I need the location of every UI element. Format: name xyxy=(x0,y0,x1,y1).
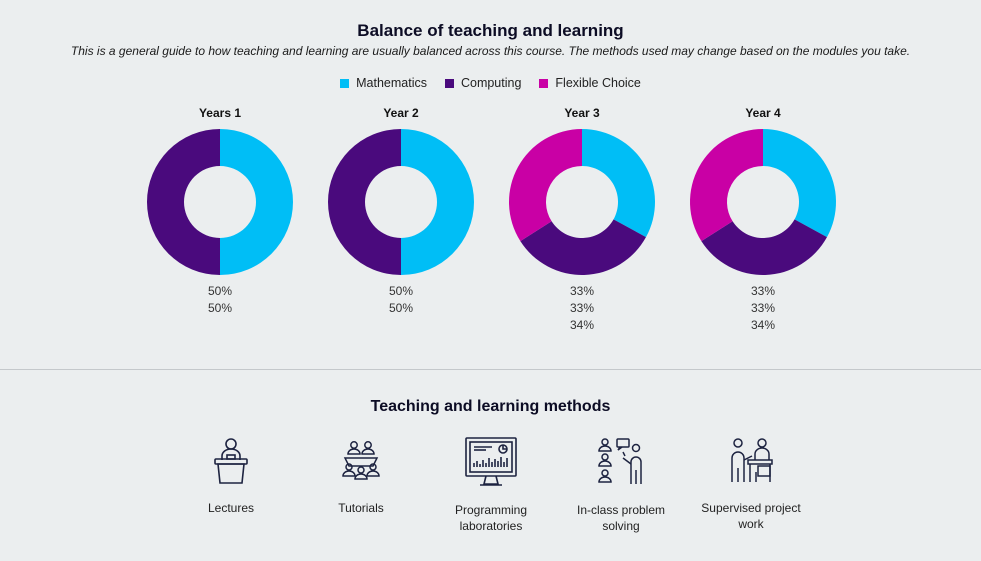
method-label: Tutorials xyxy=(338,501,384,515)
chart-year-title: Year 2 xyxy=(383,106,419,120)
method-lectures: Lectures xyxy=(166,436,296,516)
donut-slice-mathematics[interactable] xyxy=(220,129,293,275)
lecture-icon xyxy=(214,438,248,484)
chart-year-title: Year 3 xyxy=(564,106,600,120)
data-label: 50% xyxy=(208,284,232,298)
method-label: Supervised project work xyxy=(701,501,801,531)
supervised-project-icon xyxy=(731,438,773,482)
problem-solving-icon xyxy=(598,438,642,484)
chart-subtitle: This is a general guide to how teaching … xyxy=(70,44,911,58)
donut-slice-computing[interactable] xyxy=(328,129,401,275)
data-label: 33% xyxy=(751,284,775,298)
donut-slice-computing[interactable] xyxy=(147,129,220,275)
data-label: 34% xyxy=(751,318,775,332)
data-label: 33% xyxy=(751,301,775,315)
legend-label: Flexible Choice xyxy=(555,76,641,90)
data-label: 34% xyxy=(570,318,594,332)
donut-slice-computing[interactable] xyxy=(520,219,646,275)
chart-year-title: Year 4 xyxy=(745,106,781,120)
method-supervised-project-work: Supervised project work xyxy=(686,436,816,532)
donut-slice-mathematics[interactable] xyxy=(582,129,655,238)
legend-item-computing[interactable]: Computing xyxy=(444,76,522,90)
legend-label: Computing xyxy=(460,76,522,90)
legend-label: Mathematics xyxy=(356,76,427,90)
data-label: 33% xyxy=(570,284,594,298)
chart-year-title: Years 1 xyxy=(199,106,241,120)
donut-slice-mathematics[interactable] xyxy=(401,129,474,275)
method-programming-laboratories: Programming laboratories xyxy=(426,436,556,534)
legend-swatch xyxy=(444,78,454,88)
legend-swatch xyxy=(340,78,350,88)
method-label: Programming laboratories xyxy=(454,503,528,533)
donut-slice-flexible-choice[interactable] xyxy=(509,129,582,242)
methods-title: Teaching and learning methods xyxy=(370,398,611,415)
legend: Mathematics Computing Flexible Choice xyxy=(0,76,981,90)
legend-swatch xyxy=(539,78,549,88)
section-divider xyxy=(0,369,981,370)
method-in-class-problem-solving: In-class problem solving xyxy=(556,436,686,534)
donut-slice-computing[interactable] xyxy=(701,219,827,275)
method-tutorials: Tutorials xyxy=(296,436,426,516)
data-label: 50% xyxy=(208,301,232,315)
data-label: 50% xyxy=(389,284,413,298)
method-label: Lectures xyxy=(207,501,255,515)
legend-item-flexible-choice[interactable]: Flexible Choice xyxy=(539,76,641,90)
tutorial-icon xyxy=(342,441,380,480)
data-label: 33% xyxy=(570,301,594,315)
computer-lab-icon xyxy=(465,437,517,486)
donut-slice-mathematics[interactable] xyxy=(763,129,836,238)
method-label: In-class problem solving xyxy=(576,503,666,533)
legend-item-mathematics[interactable]: Mathematics xyxy=(340,76,427,90)
chart-title: Balance of teaching and learning xyxy=(357,21,624,40)
donut-charts: Years 1 50% 50% Year 2 50% 50% Year 3 33% 33% 34%… xyxy=(147,106,836,332)
donut-slice-flexible-choice[interactable] xyxy=(690,129,763,242)
data-label: 50% xyxy=(389,301,413,315)
